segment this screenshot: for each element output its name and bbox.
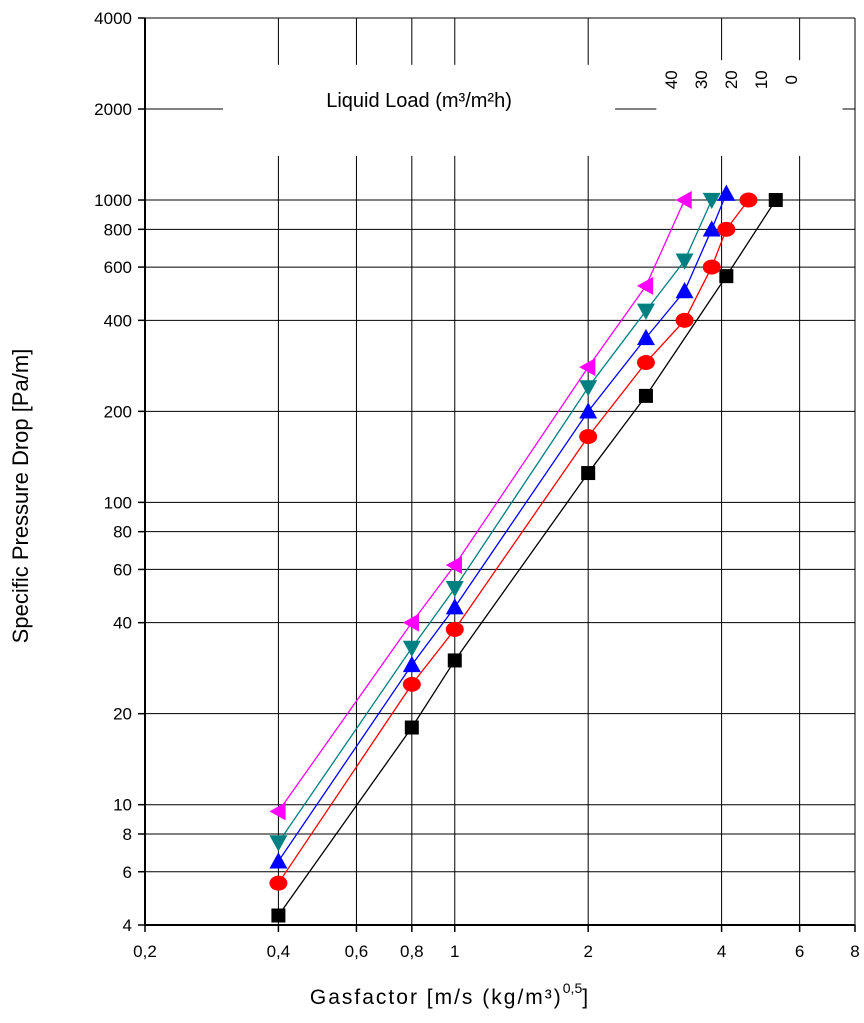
x-axis-title: Gasfactor [m/s (kg/m³)0,5] <box>310 980 590 1009</box>
legend-entry-10: 10 <box>752 70 771 89</box>
x-axis-title-close: ] <box>582 986 590 1009</box>
series-0 <box>271 193 783 923</box>
series-20 <box>269 184 736 869</box>
x-tick-label: 4 <box>717 942 726 961</box>
x-tick-label: 6 <box>795 942 804 961</box>
legend-entries: 40 30 20 10 0 <box>656 60 843 156</box>
x-tick-label: 8 <box>850 942 859 961</box>
data-point <box>739 192 758 208</box>
data-point <box>702 220 721 237</box>
data-point <box>702 192 721 210</box>
series-line-30 <box>277 199 713 843</box>
data-point <box>638 388 653 403</box>
x-tick-label: 0,6 <box>345 942 369 961</box>
y-tick-label: 4000 <box>94 9 132 28</box>
series-line-10 <box>277 199 750 884</box>
grid-lines <box>144 17 856 926</box>
data-point <box>719 269 734 284</box>
y-tick-label: 10 <box>113 796 132 815</box>
y-tick-label: 80 <box>113 523 132 542</box>
data-point <box>402 640 421 657</box>
data-point <box>579 380 598 397</box>
data-point <box>675 312 694 328</box>
data-point <box>445 581 464 598</box>
data-point <box>579 402 598 419</box>
data-point <box>402 613 420 632</box>
legend-entry-0: 0 <box>782 75 801 84</box>
x-tick-label: 0,2 <box>133 942 157 961</box>
data-point <box>402 655 421 673</box>
legend-entry-20: 20 <box>722 70 741 89</box>
x-tick-labels: 0,2 0,4 0,6 0,8 1 2 4 6 8 <box>133 942 860 961</box>
data-point <box>579 429 598 445</box>
data-point <box>675 253 694 270</box>
data-point <box>636 328 655 346</box>
data-point <box>717 184 736 201</box>
y-tick-label: 1000 <box>94 191 132 210</box>
data-point <box>636 355 655 371</box>
y-tick-label: 2000 <box>94 100 132 119</box>
x-axis-title-exponent: 0,5 <box>563 980 583 996</box>
x-axis-title-main: Gasfactor [m/s (kg/m³) <box>310 986 563 1009</box>
data-point <box>402 676 421 692</box>
data-point <box>269 802 286 821</box>
data-point <box>404 720 419 735</box>
data-point <box>447 653 462 668</box>
data-point <box>445 556 462 575</box>
y-tick-label: 100 <box>104 493 132 512</box>
data-point <box>445 598 464 615</box>
series-30 <box>269 192 721 852</box>
series-line-20 <box>277 193 727 862</box>
legend-title: Liquid Load (m³/m²h) <box>326 90 512 112</box>
data-point <box>702 259 721 275</box>
legend-entry-30: 30 <box>692 70 711 89</box>
y-tick-label: 20 <box>113 705 132 724</box>
y-tick-label: 400 <box>104 311 132 330</box>
legend-values-background <box>656 60 843 156</box>
data-point <box>579 358 596 377</box>
y-tick-label: 8 <box>123 825 132 844</box>
data-point <box>271 908 286 923</box>
data-point <box>636 303 655 320</box>
series-10 <box>269 192 758 891</box>
x-tick-label: 1 <box>450 942 459 961</box>
data-point <box>768 193 783 208</box>
data-point <box>636 276 654 295</box>
series-group <box>269 184 783 923</box>
data-point <box>675 282 694 299</box>
y-tick-label: 600 <box>104 258 132 277</box>
y-tick-label: 200 <box>104 402 132 421</box>
x-tick-label: 0,4 <box>267 942 291 961</box>
axes <box>138 17 856 932</box>
data-point <box>581 466 596 481</box>
data-point <box>269 875 288 891</box>
series-40 <box>269 191 692 821</box>
y-tick-label: 40 <box>113 614 132 633</box>
y-tick-labels: 4 6 8 10 20 40 60 80 100 200 400 600 800 1000 2000 4000 <box>94 9 132 935</box>
data-point <box>675 191 692 210</box>
series-line-0 <box>277 199 777 916</box>
data-point <box>269 835 288 852</box>
y-axis-title: Specific Pressure Drop [Pa/m] <box>8 349 33 644</box>
data-point <box>717 221 736 237</box>
y-tick-label: 60 <box>113 560 132 579</box>
x-tick-label: 0,8 <box>400 942 424 961</box>
y-tick-label: 800 <box>104 220 132 239</box>
y-tick-label: 4 <box>123 916 132 935</box>
y-tick-label: 6 <box>123 863 132 882</box>
legend-entry-40: 40 <box>662 70 681 89</box>
data-point <box>269 852 288 869</box>
x-tick-label: 2 <box>583 942 592 961</box>
data-point <box>445 621 464 637</box>
series-line-40 <box>277 199 686 812</box>
legend-background <box>223 64 616 156</box>
